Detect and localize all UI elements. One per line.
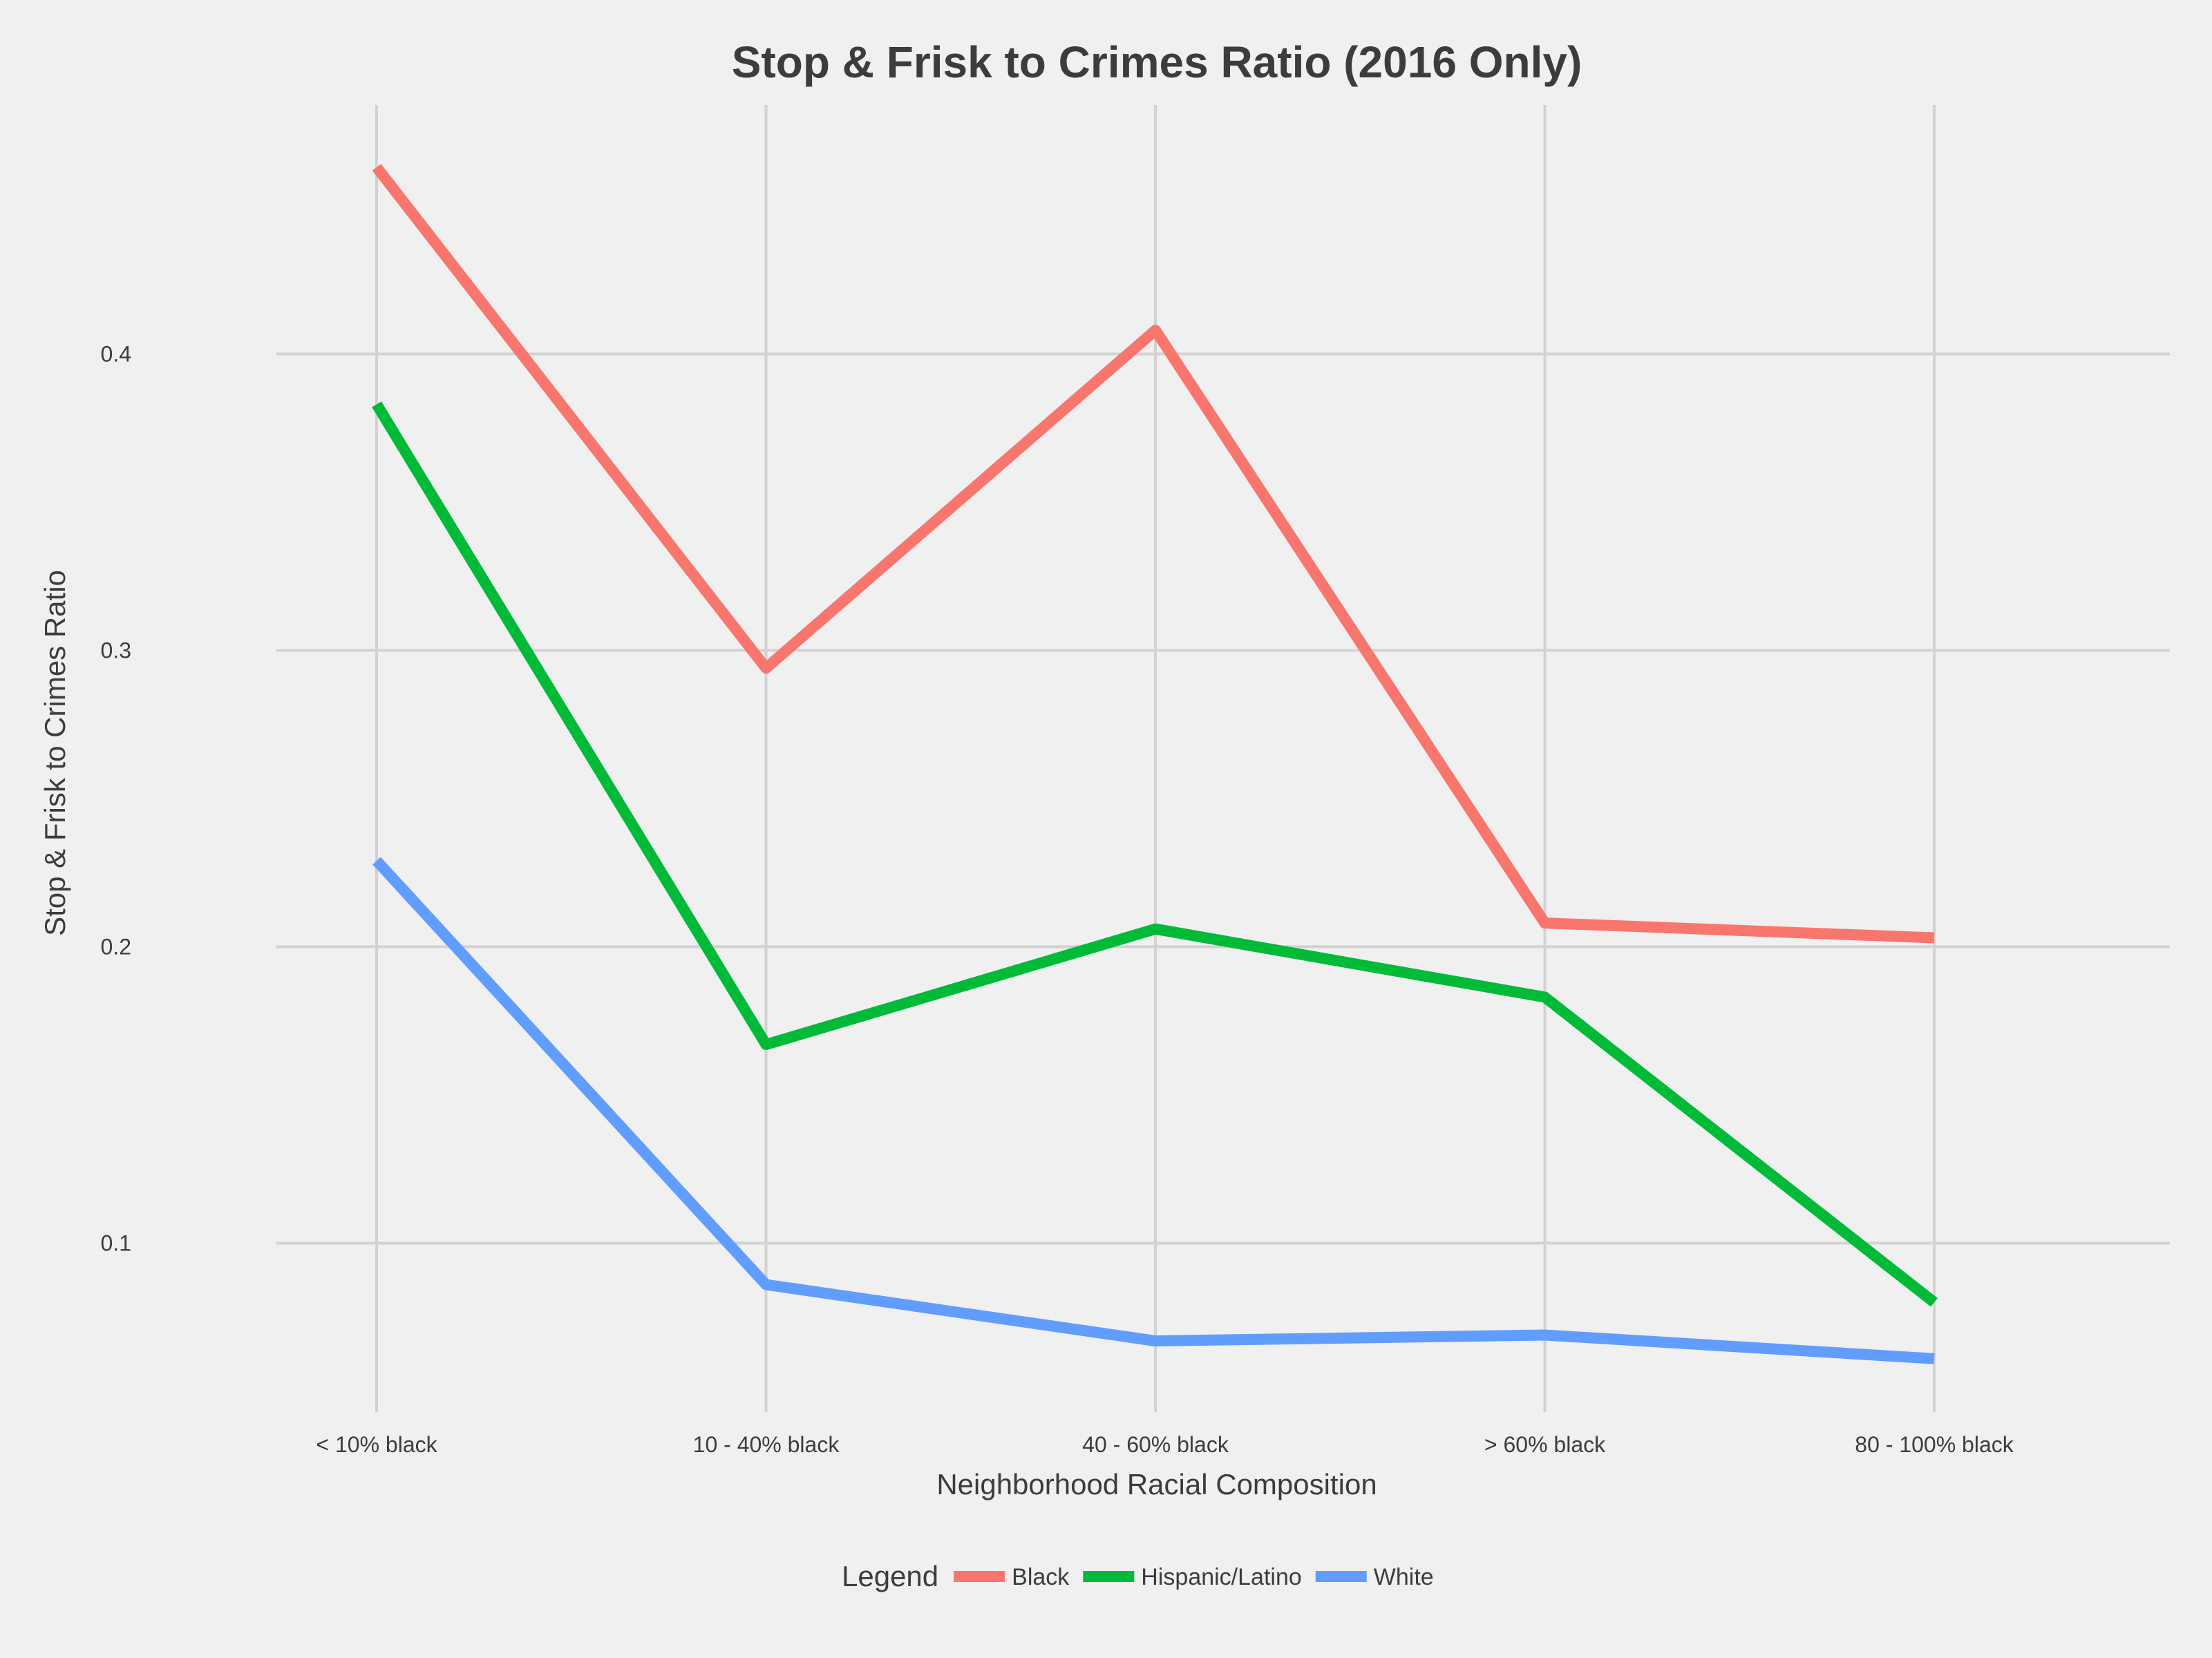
x-tick-label: 40 - 60% black	[1082, 1432, 1229, 1457]
x-tick-label: 10 - 40% black	[693, 1432, 840, 1457]
x-tick-label: < 10% black	[316, 1432, 437, 1457]
legend-title: Legend	[842, 1560, 938, 1592]
series-line-black	[372, 164, 1935, 944]
y-tick-label: 0.1	[101, 1230, 131, 1255]
y-tick-label: 0.3	[101, 638, 131, 663]
x-tick-label: > 60% black	[1484, 1432, 1606, 1457]
series-line-white	[372, 857, 1935, 1364]
y-tick-label: 0.2	[101, 934, 131, 959]
series-line-hispanic-latino	[372, 401, 1938, 1307]
legend: Legend Black Hispanic/Latino White	[842, 1560, 1434, 1592]
legend-label-black: Black	[1012, 1564, 1070, 1590]
chart-title: Stop & Frisk to Crimes Ratio (2016 Only)	[732, 37, 1582, 87]
x-tick-label: 80 - 100% black	[1855, 1432, 2014, 1457]
y-tick-label: 0.4	[101, 341, 131, 366]
legend-items: Black Hispanic/Latino White	[954, 1564, 1434, 1590]
legend-label-white: White	[1374, 1564, 1434, 1590]
grid-layer	[276, 105, 2170, 1412]
x-axis-title: Neighborhood Racial Composition	[936, 1468, 1377, 1500]
tick-layer: 0.1 0.2 0.3 0.4 < 10% black 10 - 40% black 40 …	[101, 341, 2014, 1457]
series-layer	[372, 164, 1938, 1364]
y-axis-title: Stop & Frisk to Crimes Ratio	[39, 570, 71, 936]
legend-label-hispanic-latino: Hispanic/Latino	[1141, 1564, 1301, 1590]
